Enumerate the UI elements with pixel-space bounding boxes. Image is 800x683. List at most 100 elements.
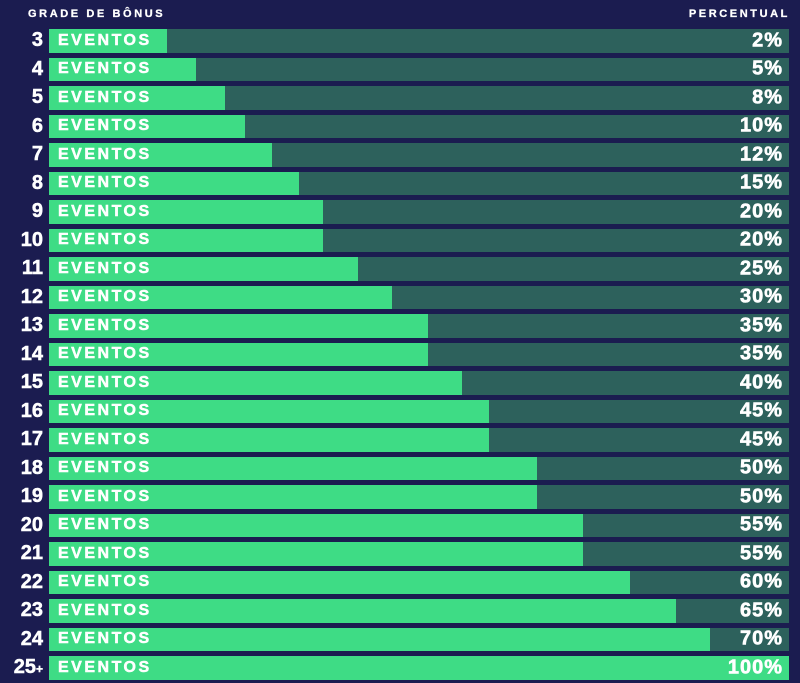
- percent-label: 12%: [739, 143, 783, 166]
- rows-container: 3 EVENTOS 2% 4 EVENTOS 5% 5 EVENTOS 8% 6…: [0, 29, 800, 680]
- chart-header: GRADE DE BÔNUS PERCENTUAL: [0, 0, 800, 29]
- events-count: 18: [20, 456, 44, 479]
- events-count: 20: [20, 513, 44, 536]
- bar-label: EVENTOS: [58, 31, 152, 50]
- bar-fill: [49, 171, 300, 195]
- bar-track: EVENTOS 30%: [49, 285, 789, 309]
- events-count: 10: [20, 228, 44, 251]
- bonus-row: 24 EVENTOS 70%: [0, 627, 800, 651]
- bar-fill: [49, 143, 272, 167]
- bonus-row: 20 EVENTOS 55%: [0, 513, 800, 537]
- events-count: 24: [20, 627, 44, 650]
- bonus-row: 16 EVENTOS 45%: [0, 399, 800, 423]
- events-count: 8: [31, 171, 44, 194]
- bonus-row: 21 EVENTOS 55%: [0, 542, 800, 566]
- events-count: 21: [20, 542, 44, 564]
- bar-track: EVENTOS 65%: [49, 599, 789, 623]
- bar-fill: [49, 114, 246, 138]
- events-count: 25+: [13, 656, 43, 678]
- bonus-row: 11 EVENTOS 25%: [0, 257, 800, 281]
- bar-label: EVENTOS: [58, 288, 152, 306]
- events-count: 11: [21, 257, 44, 279]
- events-count: 13: [20, 314, 44, 336]
- percent-label: 10%: [739, 114, 783, 138]
- bar-fill: [49, 627, 710, 651]
- bar-track: EVENTOS 12%: [49, 143, 789, 167]
- bar-track: EVENTOS 55%: [49, 542, 789, 566]
- column-header-percentual: PERCENTUAL: [688, 8, 790, 20]
- bar-track: EVENTOS 70%: [49, 627, 789, 651]
- bonus-row: 12 EVENTOS 30%: [0, 285, 800, 309]
- events-count: 9: [31, 200, 44, 222]
- events-count: 6: [31, 114, 44, 137]
- bar-fill: [49, 57, 197, 81]
- bar-label: EVENTOS: [58, 402, 152, 420]
- percent-label: 25%: [739, 257, 783, 280]
- percent-label: 30%: [739, 285, 783, 309]
- bar-label: EVENTOS: [58, 345, 152, 363]
- bar-fill: [49, 542, 584, 566]
- bar-track: EVENTOS 45%: [49, 399, 789, 423]
- percent-label: 55%: [739, 513, 783, 537]
- bar-track: EVENTOS 20%: [49, 200, 789, 224]
- bar-label: EVENTOS: [58, 88, 152, 107]
- bar-label: EVENTOS: [58, 145, 152, 164]
- events-count: 7: [31, 143, 44, 165]
- bar-track: EVENTOS 2%: [49, 29, 789, 53]
- bonus-row: 7 EVENTOS 12%: [0, 143, 800, 167]
- events-count: 15: [20, 371, 44, 393]
- bar-fill: [49, 428, 490, 452]
- bonus-row: 25+ EVENTOS 100%: [0, 656, 800, 680]
- bar-fill: [49, 371, 462, 395]
- bar-fill: [49, 285, 393, 309]
- events-count: 22: [20, 570, 44, 593]
- bar-label: EVENTOS: [58, 573, 152, 591]
- events-count: 14: [20, 342, 44, 365]
- bar-track: EVENTOS 40%: [49, 371, 789, 395]
- events-count: 16: [20, 399, 44, 422]
- percent-label: 40%: [739, 371, 783, 394]
- events-count: 3: [31, 29, 44, 51]
- bonus-row: 18 EVENTOS 50%: [0, 456, 800, 480]
- bar-track: EVENTOS 45%: [49, 428, 789, 452]
- bar-label: EVENTOS: [58, 516, 152, 534]
- bar-fill: [49, 456, 537, 480]
- bar-fill: [49, 656, 789, 680]
- bonus-row: 13 EVENTOS 35%: [0, 314, 800, 338]
- bar-label: EVENTOS: [58, 202, 152, 221]
- percent-label: 35%: [739, 342, 783, 366]
- percent-label: 45%: [739, 399, 783, 423]
- bar-label: EVENTOS: [58, 544, 152, 563]
- bar-track: EVENTOS 100%: [49, 656, 789, 680]
- bar-fill: [49, 570, 630, 594]
- bar-track: EVENTOS 35%: [49, 314, 789, 338]
- bonus-row: 9 EVENTOS 20%: [0, 200, 800, 224]
- bar-fill: [49, 228, 323, 252]
- bar-label: EVENTOS: [58, 430, 152, 449]
- events-count: 23: [20, 599, 44, 621]
- percent-label: 60%: [739, 570, 783, 594]
- events-count: 17: [20, 428, 44, 450]
- bar-label: EVENTOS: [58, 316, 152, 335]
- percent-label: 100%: [727, 656, 783, 679]
- percent-label: 5%: [752, 57, 783, 81]
- percent-label: 20%: [739, 200, 783, 223]
- bar-fill: [49, 314, 428, 338]
- bar-track: EVENTOS 35%: [49, 342, 789, 366]
- bonus-row: 22 EVENTOS 60%: [0, 570, 800, 594]
- bar-label: EVENTOS: [58, 174, 152, 192]
- events-count: 12: [20, 285, 44, 308]
- bar-fill: [49, 399, 490, 423]
- events-count: 19: [20, 485, 44, 507]
- bar-track: EVENTOS 10%: [49, 114, 789, 138]
- bar-fill: [49, 513, 584, 537]
- bar-fill: [49, 342, 428, 366]
- bonus-row: 10 EVENTOS 20%: [0, 228, 800, 252]
- bar-fill: [49, 599, 676, 623]
- bonus-row: 14 EVENTOS 35%: [0, 342, 800, 366]
- bar-track: EVENTOS 60%: [49, 570, 789, 594]
- bar-track: EVENTOS 8%: [49, 86, 789, 110]
- bar-label: EVENTOS: [58, 259, 152, 278]
- bonus-row: 8 EVENTOS 15%: [0, 171, 800, 195]
- percent-label: 20%: [739, 228, 783, 252]
